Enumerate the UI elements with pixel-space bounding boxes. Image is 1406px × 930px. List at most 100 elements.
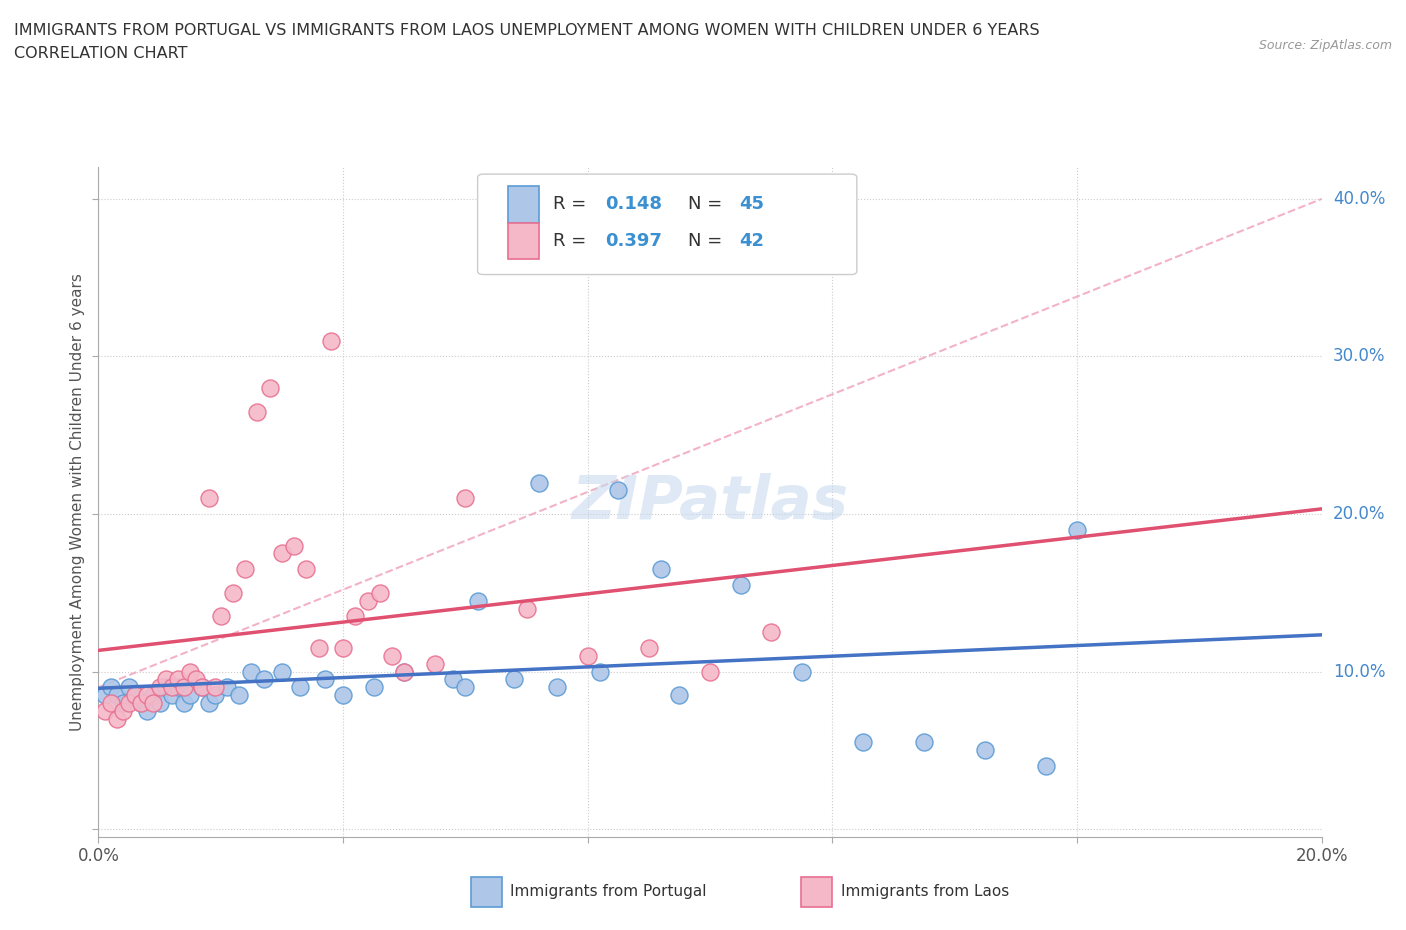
Point xyxy=(93,703,115,718)
Point xyxy=(270,546,292,561)
Point xyxy=(149,680,172,695)
Point xyxy=(252,672,274,687)
Point xyxy=(186,672,208,687)
Point xyxy=(215,680,238,695)
Point xyxy=(191,680,214,695)
Point xyxy=(314,672,336,687)
Point xyxy=(344,609,367,624)
FancyBboxPatch shape xyxy=(508,186,538,222)
Point xyxy=(160,680,183,695)
Point xyxy=(852,735,875,750)
Point xyxy=(209,609,232,624)
Point xyxy=(790,664,813,679)
Point xyxy=(111,703,134,718)
Point xyxy=(149,696,172,711)
Point xyxy=(105,688,128,703)
Text: 40.0%: 40.0% xyxy=(1333,190,1385,208)
Point xyxy=(105,711,128,726)
Point xyxy=(912,735,935,750)
Point xyxy=(136,688,159,703)
Point xyxy=(467,593,489,608)
Text: N =: N = xyxy=(688,195,728,213)
Text: CORRELATION CHART: CORRELATION CHART xyxy=(14,46,187,61)
Point xyxy=(368,585,391,600)
Point xyxy=(1035,759,1057,774)
Point xyxy=(136,703,159,718)
Point xyxy=(308,641,330,656)
Point xyxy=(233,562,256,577)
Point xyxy=(759,625,782,640)
Point xyxy=(93,688,115,703)
Point xyxy=(363,680,385,695)
Point xyxy=(191,680,214,695)
Text: Immigrants from Portugal: Immigrants from Portugal xyxy=(510,884,707,899)
Point xyxy=(246,405,269,419)
Point xyxy=(142,696,165,711)
Point xyxy=(259,380,281,395)
Point xyxy=(503,672,526,687)
Point xyxy=(356,593,378,608)
Point xyxy=(155,672,177,687)
Point xyxy=(129,696,152,711)
Point xyxy=(240,664,263,679)
Point xyxy=(142,688,165,703)
Point xyxy=(100,680,122,695)
Point xyxy=(270,664,292,679)
Point xyxy=(699,664,721,679)
Point xyxy=(290,680,312,695)
Point xyxy=(173,696,195,711)
Point xyxy=(295,562,318,577)
Point xyxy=(173,680,195,695)
Text: 0.148: 0.148 xyxy=(605,195,662,213)
Point xyxy=(319,333,342,348)
Text: N =: N = xyxy=(688,232,728,250)
Point xyxy=(204,688,226,703)
Point xyxy=(974,743,997,758)
Point xyxy=(516,601,538,616)
Point xyxy=(637,641,661,656)
Text: 45: 45 xyxy=(740,195,765,213)
Point xyxy=(204,680,226,695)
Text: R =: R = xyxy=(554,195,592,213)
Point xyxy=(423,657,446,671)
Point xyxy=(527,475,550,490)
Point xyxy=(576,648,599,663)
Point xyxy=(100,696,122,711)
Point xyxy=(197,696,219,711)
FancyBboxPatch shape xyxy=(508,222,538,259)
Point xyxy=(392,664,416,679)
Text: ZIPatlas: ZIPatlas xyxy=(571,472,849,532)
Point xyxy=(332,641,354,656)
Point xyxy=(124,688,146,703)
Point xyxy=(179,664,201,679)
Point xyxy=(607,483,630,498)
Y-axis label: Unemployment Among Women with Children Under 6 years: Unemployment Among Women with Children U… xyxy=(69,273,84,731)
Point xyxy=(197,491,219,506)
Point xyxy=(546,680,568,695)
Point xyxy=(124,688,146,703)
Point xyxy=(118,696,141,711)
Point xyxy=(332,688,354,703)
FancyBboxPatch shape xyxy=(478,174,856,274)
Point xyxy=(167,672,190,687)
Text: Immigrants from Laos: Immigrants from Laos xyxy=(841,884,1010,899)
Point xyxy=(589,664,612,679)
Point xyxy=(222,585,245,600)
Point xyxy=(1066,523,1088,538)
Text: 0.397: 0.397 xyxy=(605,232,662,250)
Point xyxy=(730,578,752,592)
Point xyxy=(392,664,416,679)
Point xyxy=(381,648,404,663)
Text: 10.0%: 10.0% xyxy=(1333,662,1385,681)
Point xyxy=(228,688,250,703)
Point xyxy=(179,688,201,703)
Point xyxy=(111,696,134,711)
Text: 20.0%: 20.0% xyxy=(1333,505,1385,523)
Point xyxy=(155,680,177,695)
Text: Source: ZipAtlas.com: Source: ZipAtlas.com xyxy=(1258,39,1392,52)
Text: IMMIGRANTS FROM PORTUGAL VS IMMIGRANTS FROM LAOS UNEMPLOYMENT AMONG WOMEN WITH C: IMMIGRANTS FROM PORTUGAL VS IMMIGRANTS F… xyxy=(14,23,1039,38)
Point xyxy=(129,696,152,711)
Point xyxy=(167,680,190,695)
Point xyxy=(668,688,690,703)
Point xyxy=(454,491,477,506)
